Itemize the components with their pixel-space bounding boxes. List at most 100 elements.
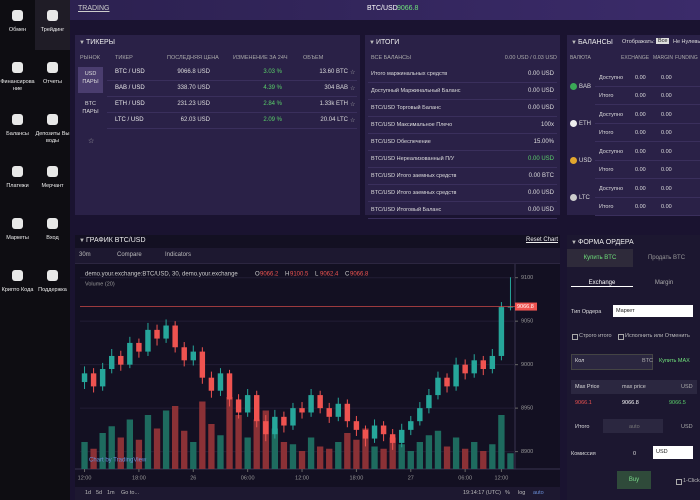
max-button[interactable]: Купить MAX <box>659 358 690 364</box>
candle-body <box>335 403 341 417</box>
balance-value: 0.00 <box>635 93 646 99</box>
balance-label: Доступно <box>599 112 624 118</box>
candle-body <box>498 307 505 356</box>
ticker-row[interactable] <box>107 66 357 81</box>
quick-price[interactable]: 9066.5 <box>669 400 686 406</box>
filter[interactable]: Все <box>656 38 670 44</box>
candle-body <box>344 403 351 422</box>
nav-item[interactable]: Трейдинг <box>35 0 70 50</box>
ticker-cell: 2.84 % <box>263 101 282 107</box>
scale-button[interactable]: log <box>518 490 526 496</box>
nav-item[interactable]: Балансы <box>0 104 35 154</box>
submit-button[interactable]: Buy <box>617 471 651 489</box>
ticker-cell: 9066.8 USD <box>177 69 210 75</box>
balance-row <box>595 127 700 142</box>
tab[interactable]: Купить BTC <box>567 249 633 267</box>
quick-price[interactable]: 9066.1 <box>575 400 592 406</box>
checkbox[interactable] <box>676 479 682 485</box>
star-icon: ☆ <box>350 86 356 92</box>
max-price-row[interactable] <box>571 380 697 394</box>
market-tab[interactable]: BTC ПАРЫ <box>82 101 99 115</box>
nav-item[interactable]: Обмен <box>0 0 35 50</box>
totals-label: BTC/USD Итого заемных средств <box>371 190 457 196</box>
volume-label: Volume (20) <box>85 281 115 287</box>
ticker-cell: 2.09 % <box>263 117 282 123</box>
ticker-row[interactable] <box>107 114 357 129</box>
nav-label: Отчеты <box>42 79 62 85</box>
candle-body <box>362 429 369 439</box>
nav-item[interactable]: Мерчант <box>35 156 70 206</box>
placeholder: auto <box>629 424 640 430</box>
volume-bar <box>452 437 460 469</box>
quick-price[interactable]: 9066.8 <box>622 400 639 406</box>
section-link[interactable]: TRADING <box>78 5 110 12</box>
candle-body <box>308 395 314 413</box>
nav-item[interactable]: Отчеты <box>35 52 70 102</box>
totals-value: 15.00% <box>533 139 554 145</box>
volume-bar <box>461 448 469 469</box>
nav-item[interactable]: Депозиты Выводы <box>35 104 70 154</box>
range-button[interactable]: 1d <box>85 490 92 496</box>
balance-value: 0.00 <box>635 130 646 136</box>
range-button[interactable]: 1m <box>107 490 115 496</box>
nav-label: Трейдинг <box>40 27 65 33</box>
toolbar-button[interactable]: Compare <box>117 252 142 258</box>
field-label: Комиссия <box>571 451 596 457</box>
toolbar-button[interactable]: Indicators <box>165 252 192 258</box>
ticker-row[interactable] <box>107 82 357 97</box>
clock: 19:14:17 (UTC) <box>463 490 501 496</box>
total-input[interactable] <box>603 419 663 433</box>
goto-button[interactable]: Go to... <box>121 490 140 496</box>
nav-item[interactable]: Платежи <box>0 156 35 206</box>
y-tick-label: 9000 <box>521 362 533 368</box>
nav-item[interactable]: Крипто Кода <box>0 260 35 310</box>
nav-label: Балансы <box>6 131 29 137</box>
balance-value: 0.00 <box>661 149 672 155</box>
nav-item[interactable]: Маркеты <box>0 208 35 258</box>
volume-bar <box>153 428 161 469</box>
nav-item[interactable]: Поддержка <box>35 260 70 310</box>
filter[interactable]: Не Нулевые <box>673 39 700 45</box>
range-button[interactable]: 5d <box>96 490 103 496</box>
totals-header: ВСЕ БАЛАНСЫ <box>371 55 412 61</box>
volume-bar <box>181 430 188 469</box>
scale-button[interactable]: auto <box>533 490 544 496</box>
select[interactable]: USD <box>653 446 693 459</box>
nav-item[interactable]: Финансирование <box>0 52 35 102</box>
checkbox-label: 1-Click <box>683 478 700 484</box>
ticker-row[interactable] <box>107 98 357 113</box>
totals-row <box>368 203 557 219</box>
scale-button[interactable]: % <box>505 490 510 496</box>
ticker-cell: 3.03 % <box>263 69 282 75</box>
totals-label: BTC/USD Торговый Баланс <box>371 105 441 111</box>
nav-icon <box>12 218 23 229</box>
reset-chart[interactable]: Reset Chart <box>525 237 558 243</box>
nav-item[interactable]: Вход <box>35 208 70 258</box>
toolbar-button[interactable]: 30m <box>79 252 91 258</box>
candle-body <box>417 408 423 422</box>
select[interactable]: Маркет <box>613 305 693 317</box>
nav-icon <box>47 62 58 73</box>
volume-bar <box>90 448 97 469</box>
candle-body <box>462 364 468 374</box>
tab[interactable]: Продать BTC <box>647 255 686 261</box>
checkbox[interactable] <box>572 334 578 340</box>
totals-value: 0.00 USD <box>527 207 554 213</box>
volume-bar <box>335 442 342 469</box>
market-tab[interactable]: USD ПАРЫ <box>78 67 103 93</box>
candle-body <box>353 421 360 430</box>
checkbox[interactable] <box>618 334 624 340</box>
volume-bar <box>235 415 242 469</box>
totals-label: BTC/USD Итоговый Баланс <box>371 207 442 213</box>
mode-tab[interactable]: Margin <box>654 280 674 286</box>
amount-input[interactable] <box>571 354 653 370</box>
totals-row <box>368 67 557 83</box>
last-price-label: 9066.8 <box>517 304 534 310</box>
unit: USD <box>681 424 693 430</box>
volume-bar <box>380 448 387 469</box>
mode-tab[interactable]: Exchange <box>571 280 633 287</box>
volume-bar <box>362 428 369 469</box>
candle-body <box>453 364 459 387</box>
ohlc-value: 9066.8 <box>350 272 369 278</box>
